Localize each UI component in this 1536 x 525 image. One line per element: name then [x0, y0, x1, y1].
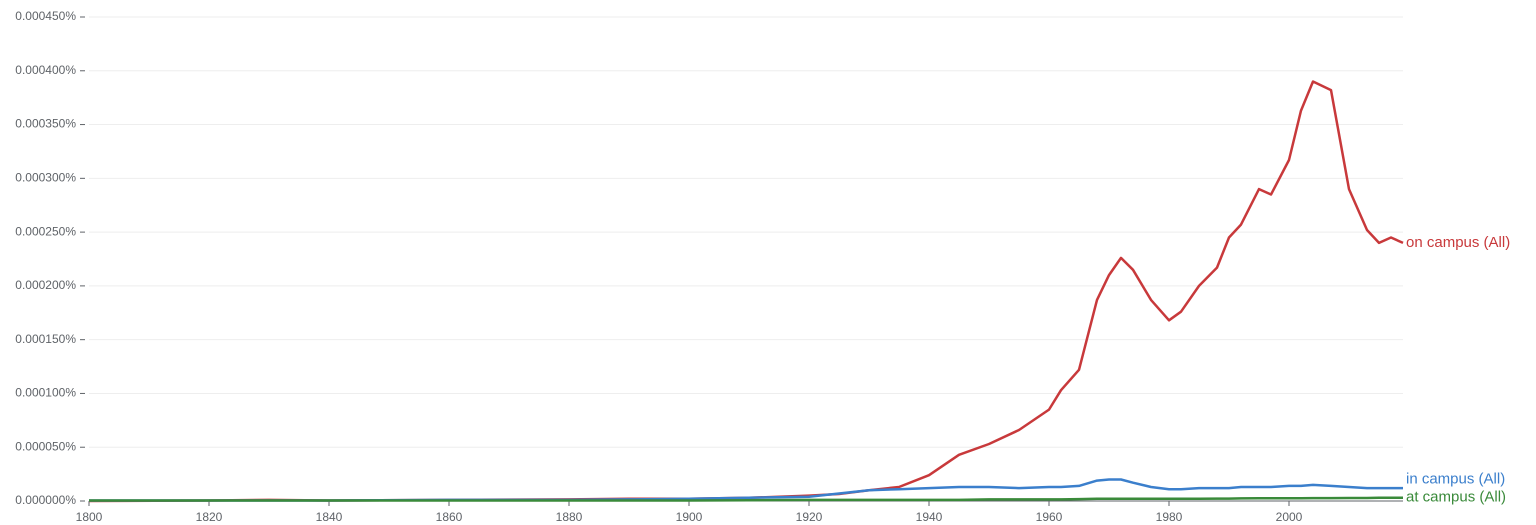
- y-tick-label: 0.000350%: [15, 117, 76, 131]
- legend-label: at campus (All): [1406, 489, 1506, 506]
- line-series: [88, 80, 1404, 503]
- y-tick-label: 0.000400%: [15, 63, 76, 77]
- legend-label: on campus (All): [1406, 234, 1510, 251]
- y-tick-label: 0.000050%: [15, 439, 76, 453]
- y-tick-label: 0.000450%: [15, 9, 76, 23]
- x-tick-label: 1920: [796, 510, 823, 524]
- y-tick-label: 0.000200%: [15, 278, 76, 292]
- x-tick-label: 2000: [1276, 510, 1303, 524]
- x-tick-label: 1840: [316, 510, 343, 524]
- y-tick-label: 0.000250%: [15, 224, 76, 238]
- y-tick-label: 0.000300%: [15, 171, 76, 185]
- x-tick-label: 1860: [436, 510, 463, 524]
- x-tick-label: 1800: [76, 510, 103, 524]
- x-tick-label: 1820: [196, 510, 223, 524]
- y-tick-label: 0.000000%: [15, 493, 76, 507]
- x-tick-label: 1960: [1036, 510, 1063, 524]
- legend-label: in campus (All): [1406, 471, 1505, 488]
- x-tick-label: 1980: [1156, 510, 1183, 524]
- x-tick-label: 1940: [916, 510, 943, 524]
- y-tick-label: 0.000100%: [15, 386, 76, 400]
- line-series: [89, 478, 1403, 502]
- y-tick-label: 0.000150%: [15, 332, 76, 346]
- x-tick-label: 1880: [556, 510, 583, 524]
- line-series: [89, 496, 1403, 502]
- x-tick-label: 1900: [676, 510, 703, 524]
